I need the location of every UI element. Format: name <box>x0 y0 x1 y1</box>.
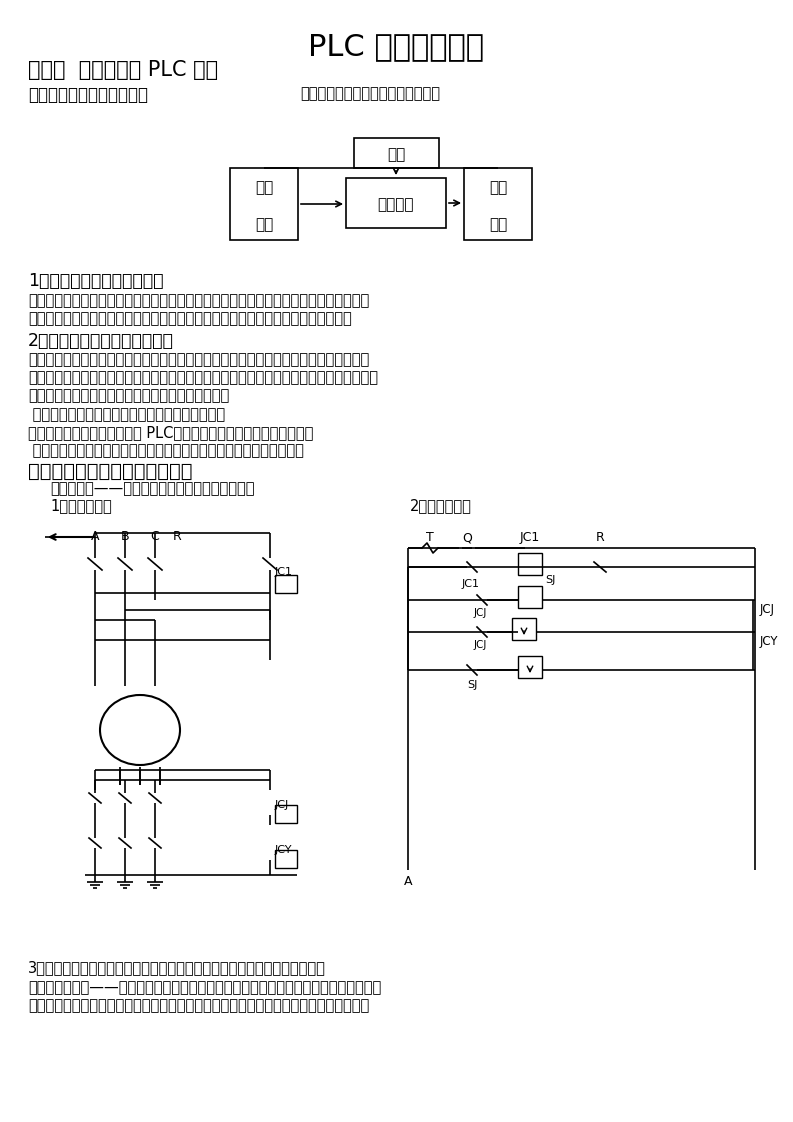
Bar <box>464 168 532 240</box>
Text: JC1: JC1 <box>520 531 540 544</box>
Text: JCJ: JCJ <box>474 640 488 650</box>
Text: 输入: 输入 <box>255 181 273 195</box>
Text: 常见控制中心部件有各类 PLC、继电器、接触器、热继电器、等。: 常见控制中心部件有各类 PLC、继电器、接触器、热继电器、等。 <box>28 425 313 440</box>
Bar <box>275 574 297 594</box>
Text: Q: Q <box>462 531 472 544</box>
Text: B: B <box>121 530 129 543</box>
Text: 2、输入元件：从外部取入信息: 2、输入元件：从外部取入信息 <box>28 332 174 350</box>
Text: 离）、热电偶（温度）、粉位感应器粉料位置）等。: 离）、热电偶（温度）、粉位感应器粉料位置）等。 <box>28 388 229 403</box>
Text: JCY: JCY <box>275 845 293 855</box>
Text: 用继电器类来实现生产过程的自动控制，要使用许多的继电器、时间继电器等其它一些电: 用继电器类来实现生产过程的自动控制，要使用许多的继电器、时间继电器等其它一些电 <box>28 997 370 1013</box>
Text: R: R <box>173 530 182 543</box>
Bar <box>518 656 542 678</box>
Bar <box>275 850 297 868</box>
Text: 陶瓷行业中常见的输入元件有：各类主令电器（开头、按扔）、行程开关（位置）、: 陶瓷行业中常见的输入元件有：各类主令电器（开头、按扔）、行程开关（位置）、 <box>28 352 370 367</box>
Text: JCJ: JCJ <box>275 800 289 810</box>
Text: 二、简单的单台电动机电气系统: 二、简单的单台电动机电气系统 <box>28 462 193 481</box>
Text: 陶瓷行业中，星——角启动控制可说是一种非常简单的例子，若在陶瓷生产设备上全部采: 陶瓷行业中，星——角启动控制可说是一种非常简单的例子，若在陶瓷生产设备上全部采 <box>28 980 381 995</box>
Text: JCJ: JCJ <box>474 608 488 618</box>
Text: JC1: JC1 <box>462 579 480 589</box>
Text: 陶瓷行业中常见的执行机构有：电动机（普通、带刹车、带离合）、电磁阀（控制油: 陶瓷行业中常见的执行机构有：电动机（普通、带刹车、带离合）、电磁阀（控制油 <box>28 293 370 309</box>
Text: JCJ: JCJ <box>760 603 775 616</box>
Text: SJ: SJ <box>467 680 477 690</box>
Text: 元件: 元件 <box>255 218 273 232</box>
Text: A: A <box>90 530 99 543</box>
Text: 电源向输入元件、控制中心提供控制电源；向执行机构提供电气动力。: 电源向输入元件、控制中心提供控制电源；向执行机构提供电气动力。 <box>28 443 304 458</box>
Text: 1、执行机构：执行工作命令: 1、执行机构：执行工作命令 <box>28 272 163 289</box>
Bar <box>275 804 297 824</box>
Text: R: R <box>596 531 604 544</box>
Text: 路或气路的通闭完成机械动作）、伺服马达（控制调节油路、气路的开度大小）等。: 路或气路的通闭完成机械动作）、伺服马达（控制调节油路、气路的开度大小）等。 <box>28 311 352 327</box>
Text: 控制中心: 控制中心 <box>377 197 414 212</box>
Bar <box>230 168 298 240</box>
Text: T: T <box>426 531 434 544</box>
Text: PLC 初级培训教材: PLC 初级培训教材 <box>308 33 484 61</box>
Text: 执行: 执行 <box>488 181 508 195</box>
Text: 一、设备电气系统结构简介: 一、设备电气系统结构简介 <box>28 86 148 104</box>
Bar <box>518 553 542 574</box>
Bar <box>512 618 536 640</box>
Text: JCY: JCY <box>760 635 779 649</box>
Text: 第一章  电气系统及 PLC 简介: 第一章 电气系统及 PLC 简介 <box>28 59 218 80</box>
Text: 2、二次线路图: 2、二次线路图 <box>410 498 472 513</box>
Text: C: C <box>151 530 159 543</box>
Text: 控制中心：记忆程序或信息、执行逻辑运算及判断: 控制中心：记忆程序或信息、执行逻辑运算及判断 <box>28 407 225 422</box>
Text: 1、一次线路图: 1、一次线路图 <box>50 498 112 513</box>
Text: A: A <box>404 875 412 888</box>
Text: 电源: 电源 <box>387 147 405 163</box>
Text: JC1: JC1 <box>275 567 293 577</box>
Text: 设备电气系统一般由以下几部分组成: 设备电气系统一般由以下几部分组成 <box>300 86 440 101</box>
Bar <box>518 586 542 608</box>
Ellipse shape <box>100 695 180 765</box>
Text: 近接开关（反映铁件运动位置）、光电开关（运动物体的位置）、编码器（反映物体运动距: 近接开关（反映铁件运动位置）、光电开关（运动物体的位置）、编码器（反映物体运动距 <box>28 370 378 385</box>
Text: 3、上图看出，二次回路图中为实现延时控制，要使用一个时间继电器，而在: 3、上图看出，二次回路图中为实现延时控制，要使用一个时间继电器，而在 <box>28 960 326 975</box>
Text: 例：一台星——角启动的鼠笼式电动机的电气系统: 例：一台星——角启动的鼠笼式电动机的电气系统 <box>50 481 255 496</box>
Bar <box>346 178 446 228</box>
Text: SJ: SJ <box>545 574 555 585</box>
Bar <box>354 138 439 168</box>
Text: 机构: 机构 <box>488 218 508 232</box>
